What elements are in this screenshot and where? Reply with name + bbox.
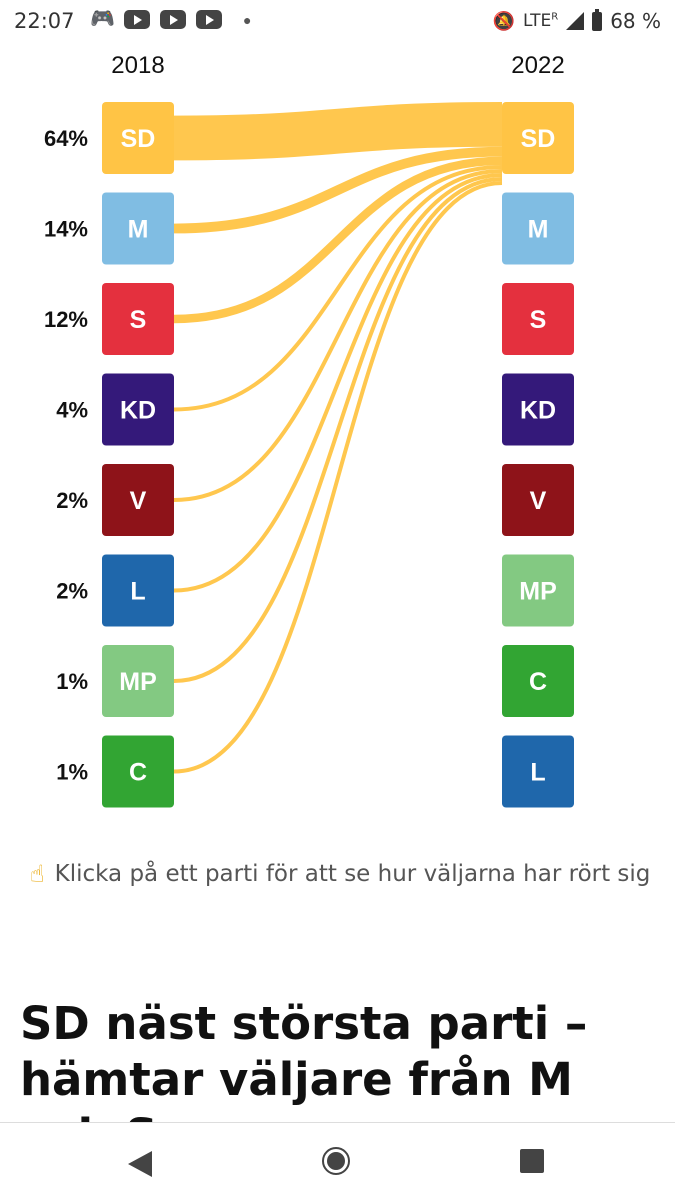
flow-s-to-sd — [173, 156, 503, 324]
flow-sd-to-sd — [173, 102, 503, 161]
party-box-2018-kd[interactable] — [102, 373, 174, 446]
party-label-2022-v: V — [530, 487, 547, 515]
party-box-2018-mp[interactable] — [102, 645, 174, 717]
party-box-2018-c[interactable] — [102, 735, 174, 808]
party-label-2018-sd: SD — [121, 125, 156, 153]
party-label-2022-kd: KD — [520, 397, 556, 425]
battery-percent: 68 % — [610, 9, 661, 33]
percent-label-v: 2% — [56, 488, 88, 513]
percent-label-sd: 64% — [44, 126, 88, 151]
party-box-2022-sd[interactable] — [502, 102, 574, 174]
status-right: 🔕 LTER 68 % — [492, 8, 661, 33]
party-box-2022-s[interactable] — [502, 283, 574, 355]
party-box-2022-l[interactable] — [502, 735, 574, 808]
right-year-label: 2022 — [511, 52, 565, 79]
party-label-2022-l: L — [530, 759, 545, 787]
party-box-2018-v[interactable] — [102, 464, 174, 536]
party-box-2022-mp[interactable] — [502, 554, 574, 627]
status-time: 22:07 — [14, 9, 75, 33]
party-label-2018-kd: KD — [120, 397, 156, 425]
hint-text: Klicka på ett parti för att se hur välja… — [54, 861, 651, 887]
hint: ☝ Klicka på ett parti för att se hur väl… — [30, 860, 650, 888]
party-box-2022-kd[interactable] — [502, 373, 574, 446]
party-box-2022-v[interactable] — [502, 464, 574, 536]
network-label: LTER — [522, 11, 559, 31]
flow-c-to-sd — [173, 181, 503, 774]
home-icon[interactable] — [322, 1147, 350, 1175]
status-bar: 22:07 🎮 ● 🔕 LTER 68 % — [0, 0, 675, 42]
percent-label-l: 2% — [56, 579, 88, 604]
navigation-bar — [0, 1122, 675, 1201]
flow-v-to-sd — [173, 169, 503, 502]
party-label-2018-l: L — [130, 578, 145, 606]
left-year-label: 2018 — [111, 52, 165, 79]
party-label-2022-sd: SD — [521, 125, 556, 153]
voter-flow-chart: SD 64% M 14% S 12% KD 4% V 2% L 2% MP 1% C 1% SD M S KD V MP C… — [44, 102, 574, 808]
party-label-2022-s: S — [530, 306, 547, 334]
percent-label-m: 14% — [44, 217, 88, 242]
youtube-icon — [124, 10, 150, 29]
article-headline[interactable]: SD näst största parti – hämtar väljare f… — [20, 997, 588, 1122]
signal-icon — [566, 12, 585, 30]
percent-label-c: 1% — [56, 760, 88, 785]
party-box-2018-l[interactable] — [102, 554, 174, 627]
party-label-2022-mp: MP — [519, 578, 557, 606]
percent-label-kd: 4% — [56, 398, 88, 423]
party-label-2018-m: M — [128, 216, 149, 244]
discord-icon: 🎮 — [90, 8, 115, 30]
party-box-2018-m[interactable] — [102, 192, 174, 265]
party-label-2018-s: S — [130, 306, 147, 334]
percent-label-s: 12% — [44, 307, 88, 332]
party-box-2022-c[interactable] — [502, 645, 574, 717]
youtube-icon — [196, 10, 222, 29]
flow-m-to-sd — [173, 146, 503, 234]
pointing-finger-icon: ☝ — [30, 860, 45, 888]
party-box-2018-s[interactable] — [102, 283, 174, 355]
back-icon[interactable] — [128, 1151, 152, 1177]
flow-mp-to-sd — [173, 177, 503, 683]
bell-off-icon: 🔕 — [492, 10, 515, 32]
battery-icon — [592, 8, 603, 31]
party-box-2018-sd[interactable] — [102, 102, 174, 174]
party-label-2022-m: M — [528, 216, 549, 244]
party-label-2018-v: V — [130, 487, 147, 515]
party-label-2022-c: C — [529, 668, 547, 696]
flow-l-to-sd — [173, 173, 503, 593]
percent-label-mp: 1% — [56, 669, 88, 694]
party-label-2018-c: C — [129, 759, 147, 787]
party-label-2018-mp: MP — [119, 668, 157, 696]
party-box-2022-m[interactable] — [502, 192, 574, 265]
youtube-icon — [160, 10, 186, 29]
flow-kd-to-sd — [173, 165, 503, 412]
recents-icon[interactable] — [520, 1149, 544, 1173]
dot-icon: ● — [243, 12, 252, 28]
